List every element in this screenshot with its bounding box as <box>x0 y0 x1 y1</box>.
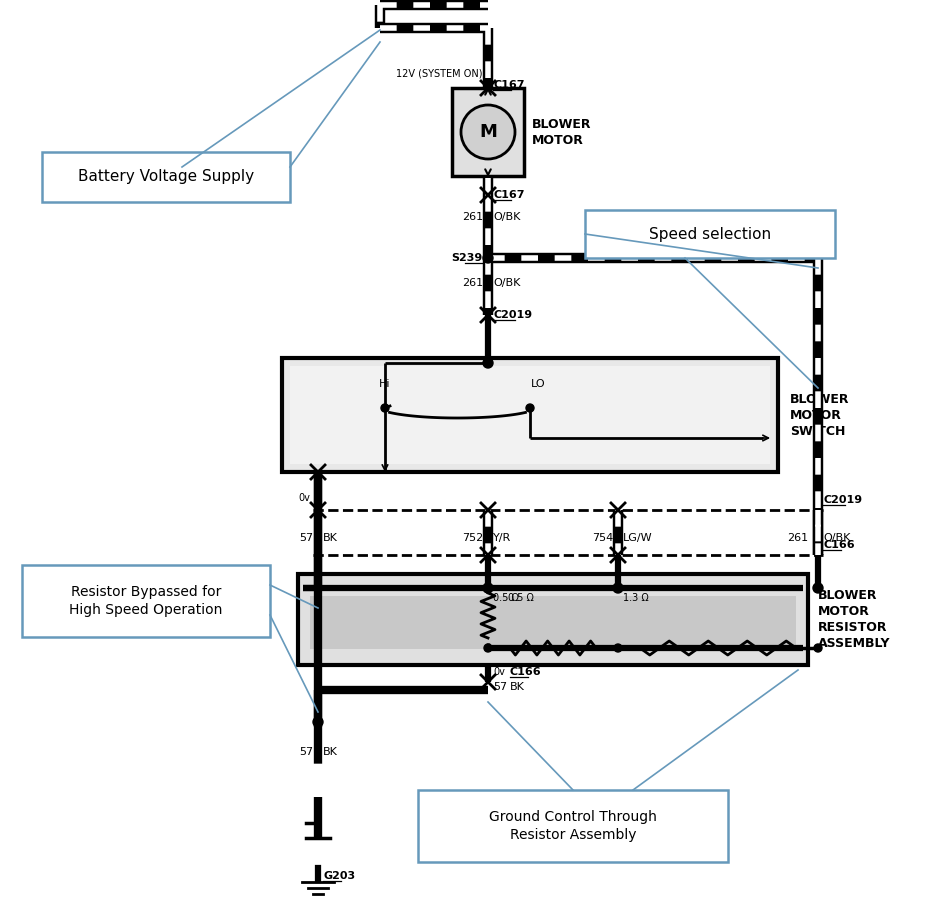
Text: Hi: Hi <box>379 379 390 389</box>
Text: 57: 57 <box>493 682 507 692</box>
FancyBboxPatch shape <box>42 152 290 202</box>
Circle shape <box>484 644 492 652</box>
Text: S239: S239 <box>452 253 483 263</box>
Text: BK: BK <box>323 747 338 757</box>
Text: Resistor Bypassed for
High Speed Operation: Resistor Bypassed for High Speed Operati… <box>69 585 222 617</box>
Text: BLOWER
MOTOR
SWITCH: BLOWER MOTOR SWITCH <box>790 393 849 438</box>
Text: BLOWER
MOTOR
RESISTOR
ASSEMBLY: BLOWER MOTOR RESISTOR ASSEMBLY <box>818 589 890 650</box>
Circle shape <box>526 404 534 412</box>
Text: Speed selection: Speed selection <box>649 227 771 242</box>
Text: Ground Control Through
Resistor Assembly: Ground Control Through Resistor Assembly <box>489 810 657 842</box>
Circle shape <box>313 717 323 727</box>
Text: O/BK: O/BK <box>823 533 850 543</box>
Circle shape <box>461 105 515 159</box>
Text: 12V (SYSTEM ON): 12V (SYSTEM ON) <box>396 69 483 79</box>
FancyBboxPatch shape <box>22 565 270 637</box>
Circle shape <box>614 644 622 652</box>
Text: G203: G203 <box>323 871 355 881</box>
Bar <box>298 574 808 665</box>
Text: LO: LO <box>531 379 545 389</box>
Text: 57: 57 <box>299 533 313 543</box>
Text: M: M <box>479 123 497 141</box>
Text: LG/W: LG/W <box>623 533 653 543</box>
Circle shape <box>814 644 822 652</box>
Bar <box>452 88 524 176</box>
Text: Y/R: Y/R <box>493 533 511 543</box>
Text: BLOWER
MOTOR: BLOWER MOTOR <box>532 117 592 147</box>
Text: 752: 752 <box>462 533 483 543</box>
Circle shape <box>483 253 493 263</box>
Circle shape <box>381 404 389 412</box>
Text: C2019: C2019 <box>823 495 863 505</box>
Circle shape <box>483 583 493 593</box>
Text: 0.5 Ω: 0.5 Ω <box>508 593 534 603</box>
Text: 1.3 Ω: 1.3 Ω <box>623 593 649 603</box>
Circle shape <box>483 358 493 368</box>
Text: BK: BK <box>323 533 338 543</box>
Text: 261: 261 <box>462 278 483 288</box>
Circle shape <box>613 583 623 593</box>
Bar <box>310 596 796 649</box>
Text: C166: C166 <box>510 667 542 677</box>
Text: C2019: C2019 <box>493 310 532 320</box>
Text: C166: C166 <box>823 540 855 550</box>
Text: C167: C167 <box>493 190 524 200</box>
Text: 261: 261 <box>462 212 483 222</box>
Text: Battery Voltage Supply: Battery Voltage Supply <box>78 170 254 184</box>
Text: 0.5 Ω: 0.5 Ω <box>493 593 519 603</box>
Text: 754: 754 <box>592 533 613 543</box>
Text: 57: 57 <box>299 747 313 757</box>
FancyBboxPatch shape <box>418 790 728 862</box>
Text: C167: C167 <box>493 80 524 90</box>
FancyBboxPatch shape <box>585 210 835 258</box>
Circle shape <box>813 583 823 593</box>
Bar <box>290 366 770 464</box>
Text: O/BK: O/BK <box>493 278 521 288</box>
Bar <box>282 358 778 472</box>
Text: 261: 261 <box>787 533 808 543</box>
Text: 0v: 0v <box>298 493 310 503</box>
Text: 0v: 0v <box>493 667 504 677</box>
Text: BK: BK <box>510 682 524 692</box>
Text: O/BK: O/BK <box>493 212 521 222</box>
